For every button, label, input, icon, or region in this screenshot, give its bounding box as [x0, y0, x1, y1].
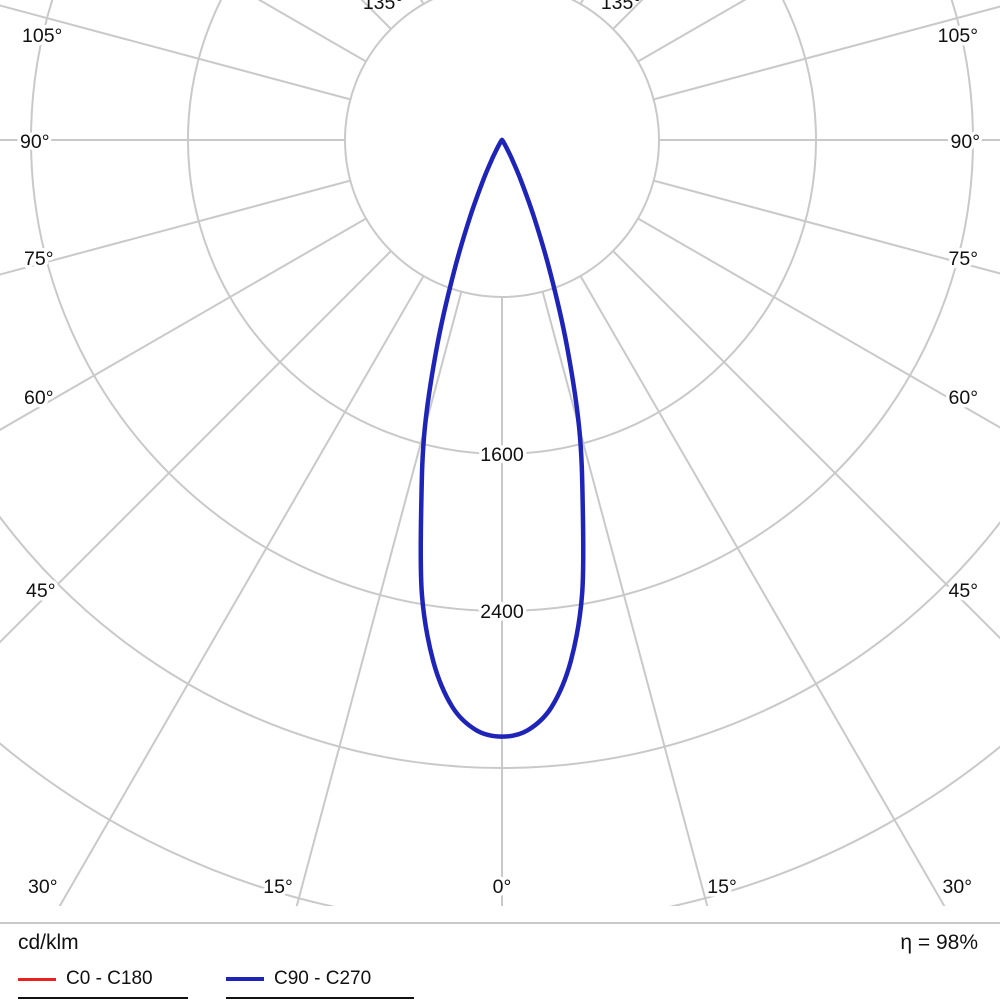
angle-label: 135° — [601, 0, 641, 14]
radial-value-label: 1600 — [480, 444, 524, 466]
grid-radial-line — [637, 217, 1000, 429]
grid-radial-line — [541, 291, 709, 906]
blue-line-swatch — [226, 977, 264, 981]
intensity-curves — [418, 137, 586, 739]
angle-label: 0° — [493, 876, 512, 898]
angle-label: 105° — [938, 25, 978, 47]
grid-radial-line — [612, 250, 1000, 640]
unit-label: cd/klm — [18, 931, 79, 954]
angle-label: 75° — [24, 248, 54, 270]
angle-labels: 105° 90° 75° 60° 45° 30° 15° 0° 15° 30° 45° 60° 75° 9… — [17, 0, 984, 902]
angle-label: 30° — [943, 876, 973, 898]
polar-grid — [0, 0, 1000, 906]
legend: C0 - C180 C90 - C270 — [18, 966, 414, 999]
grid-radial-line — [579, 275, 946, 906]
grid-radial-line — [653, 5, 1000, 101]
legend-label-c0-c180: C0 - C180 — [66, 968, 153, 989]
angle-label: 30° — [28, 876, 58, 898]
angle-label: 15° — [263, 876, 293, 898]
footer-row: cd/klm η = 98% — [18, 931, 978, 955]
radial-value-labels: 1600 2400 — [477, 441, 528, 627]
angle-label: 105° — [22, 25, 62, 47]
grid-circle — [0, 515, 1000, 769]
legend-item-c0-c180: C0 - C180 — [18, 966, 188, 999]
grid-radial-line — [420, 0, 425, 5]
divider-line — [0, 922, 1000, 924]
grid-radial-line — [653, 179, 1000, 275]
angle-label: 90° — [951, 131, 981, 153]
grid-radial-line — [579, 0, 584, 5]
angle-label: 90° — [20, 131, 50, 153]
legend-label-c90-c270: C90 - C270 — [274, 968, 372, 989]
angle-label: 135° — [363, 0, 403, 14]
angle-label: 75° — [949, 248, 979, 270]
legend-item-c90-c270: C90 - C270 — [226, 966, 414, 999]
angle-label: 15° — [707, 876, 737, 898]
grid-radial-line — [0, 217, 367, 431]
polar-chart: 1600 2400 105° 90° 75° 60° 45° 30° 15° 0° 15° 30° 45… — [0, 0, 1000, 906]
grid-radial-line — [0, 4, 351, 101]
grid-radial-line — [58, 275, 425, 906]
efficiency-label: η = 98% — [900, 931, 978, 954]
grid-radial-line — [0, 179, 351, 276]
grid-radial-line — [0, 250, 392, 644]
angle-label: 45° — [26, 580, 56, 602]
angle-label: 45° — [949, 580, 979, 602]
radial-value-label: 2400 — [480, 601, 524, 623]
grid-circle — [344, 0, 660, 298]
grid-radial-line — [295, 291, 463, 906]
curve-c90-c270 — [418, 137, 586, 739]
red-line-swatch — [18, 977, 56, 981]
angle-label: 60° — [949, 387, 979, 409]
angle-label: 60° — [24, 387, 54, 409]
